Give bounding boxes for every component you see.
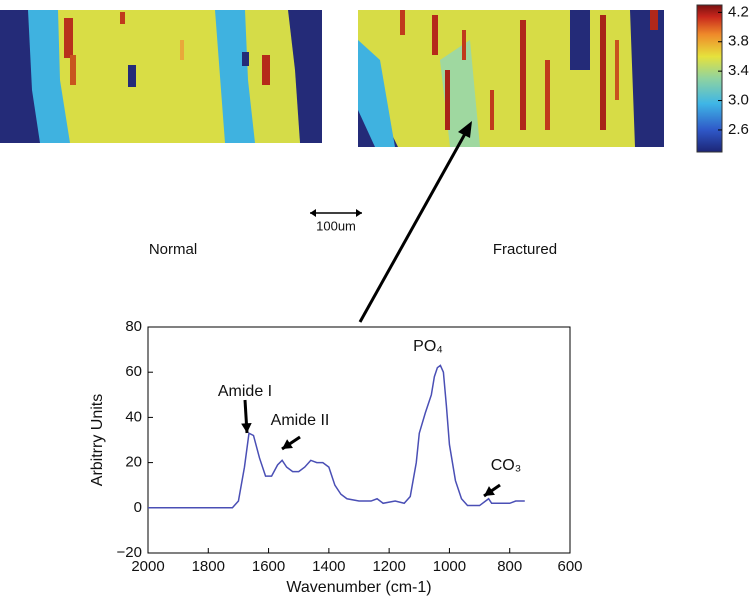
panel-label: Fractured (493, 241, 557, 258)
colorbar-tick-label: 2.6 (728, 121, 749, 138)
annotation-arrow-head (282, 439, 293, 449)
scale-bar-head (310, 209, 316, 217)
x-tick-label: 1200 (372, 558, 405, 575)
y-tick-label: 20 (125, 454, 142, 471)
y-tick-label: 40 (125, 408, 142, 425)
annotation-arrow-head (241, 423, 252, 433)
annotation: CO₃ (491, 457, 522, 474)
heatmap-normal (0, 10, 322, 143)
y-tick-label: 0 (134, 499, 142, 516)
x-tick-label: 1800 (192, 558, 225, 575)
colorbar (696, 4, 723, 153)
pointer-arrow (358, 131, 468, 323)
x-axis-label: Wavenumber (cm-1) (286, 579, 431, 596)
annotation: PO₄ (413, 338, 443, 355)
y-tick-label: 80 (125, 318, 142, 335)
spectrum-line (148, 364, 525, 509)
annotation: Amide II (271, 412, 330, 429)
y-axis-label: Arbitrry Units (89, 394, 106, 486)
heatmap-fractured (358, 10, 664, 147)
x-tick-label: 800 (497, 558, 522, 575)
x-tick-label: 2000 (131, 558, 164, 575)
plot-frame (147, 326, 571, 554)
colorbar-tick-label: 4.2 (728, 3, 749, 20)
x-tick-label: 1600 (252, 558, 285, 575)
annotation: Amide I (218, 383, 272, 400)
pointer-arrow-head (458, 121, 472, 138)
scale-bar-head (356, 209, 362, 217)
scale-label: 100um (316, 218, 356, 233)
y-tick-label: 60 (125, 363, 142, 380)
x-tick-label: 1000 (433, 558, 466, 575)
annotation-arrow-head (484, 486, 495, 496)
x-tick-label: 1400 (312, 558, 345, 575)
colorbar-tick-label: 3.0 (728, 92, 749, 109)
colorbar-tick-label: 3.8 (728, 33, 749, 50)
colorbar-tick-label: 3.4 (728, 62, 749, 79)
x-tick-label: 600 (557, 558, 582, 575)
panel-label: Normal (149, 241, 197, 258)
y-tick-label: −20 (117, 544, 142, 561)
